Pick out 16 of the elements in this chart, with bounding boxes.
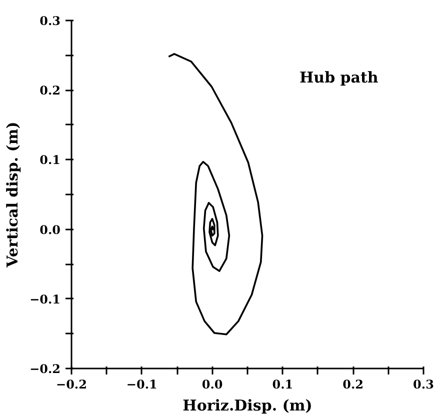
y-tick-label: 0.2 xyxy=(40,84,61,98)
x-tick-label: 0.2 xyxy=(342,378,364,392)
x-tick-label: 0.0 xyxy=(202,378,223,392)
y-tick-label: −0.2 xyxy=(30,362,61,376)
x-tick-label: 0.3 xyxy=(413,378,434,392)
y-tick-label: 0.1 xyxy=(40,153,61,168)
x-tick-label: −0.2 xyxy=(56,378,87,392)
x-tick-label: 0.1 xyxy=(272,378,294,392)
annotation: Hub path xyxy=(300,68,378,86)
line-series xyxy=(168,53,264,336)
x-tick-label: −0.1 xyxy=(126,378,158,392)
y-tick-label: −0.1 xyxy=(30,292,61,306)
y-tick-label: 0.0 xyxy=(40,222,61,237)
y-tick-label: 0.3 xyxy=(40,14,61,28)
y-axis-title: Vertical disp. (m) xyxy=(4,122,22,268)
x-axis-title: Horiz.Disp. (m) xyxy=(182,396,312,414)
